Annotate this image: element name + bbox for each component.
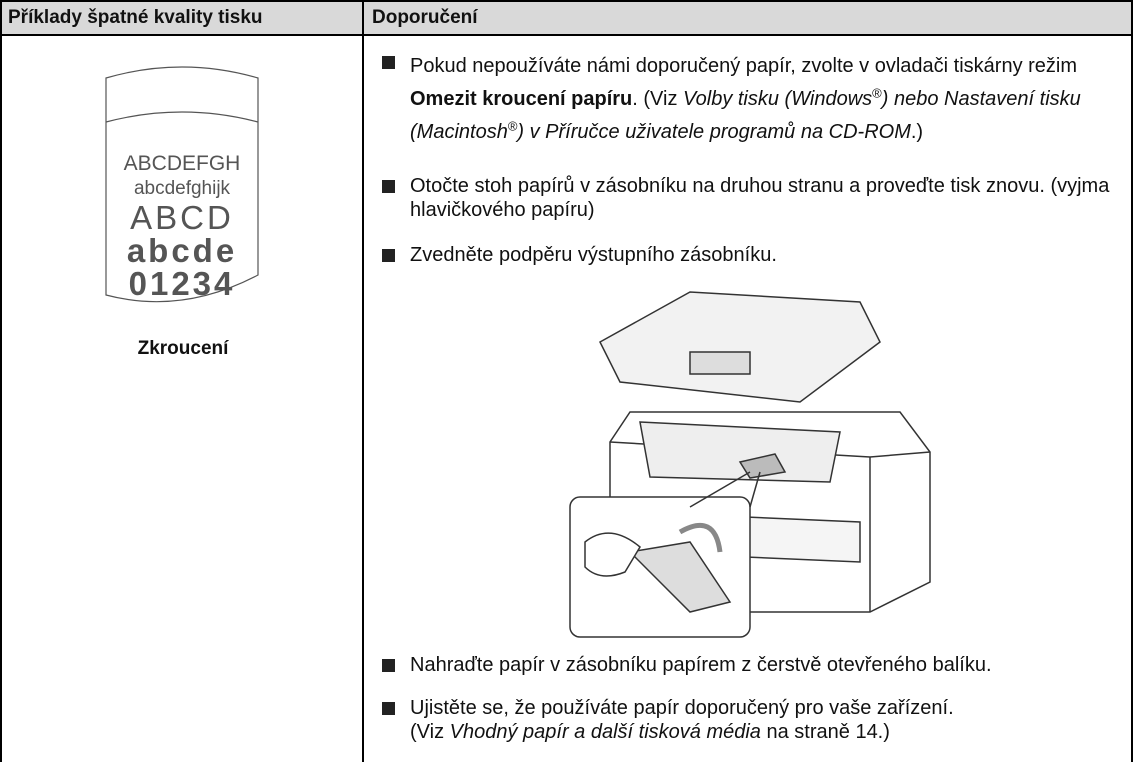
scanner-lid: [599, 291, 881, 403]
superscript: ®: [872, 85, 882, 101]
pointer-line: [749, 471, 761, 508]
text: .): [910, 121, 924, 143]
sample-text: ABCD: [130, 199, 234, 236]
printer-illustration: [569, 291, 931, 638]
header-text: Doporučení: [372, 7, 478, 28]
sample-text: abcdefghijk: [134, 178, 231, 199]
superscript: ®: [507, 118, 518, 134]
text: Nahraďte papír v zásobníku papírem z čer…: [410, 654, 992, 676]
recommendation: Ujistěte se, že používáte papír doporuče…: [382, 696, 1122, 744]
text: Zvedněte podpěru výstupního zásobníku.: [410, 244, 777, 266]
paper-curl: [105, 111, 259, 123]
pointer-line: [689, 471, 751, 508]
recommendation: Nahraďte papír v zásobníku papírem z čer…: [382, 653, 1122, 677]
display: [689, 351, 751, 375]
sample-text: ABCDEFGH: [124, 152, 241, 175]
text: (Viz: [410, 721, 450, 743]
border: [362, 0, 364, 762]
bold-text: Omezit kroucení papíru: [410, 88, 633, 110]
text: Ujistěte se, že používáte papír doporuče…: [410, 697, 954, 719]
arrow: [678, 522, 723, 553]
text: . (Viz: [632, 88, 684, 110]
border: [0, 0, 2, 762]
sample-text: 01234: [129, 265, 236, 302]
italic-text: Volby tisku (Windows: [683, 88, 873, 110]
caption: Zkroucení: [138, 338, 230, 359]
sample-text: abcde: [127, 232, 237, 269]
output-tray: [639, 421, 841, 483]
support-flap: [628, 541, 732, 613]
italic-text: ) nebo Nastavení tisku (Macintosh: [410, 88, 1081, 143]
tray-support: [738, 453, 787, 479]
header-cell: Příklady špatné kvality tisku: [0, 0, 364, 36]
text: na straně 14.): [760, 721, 890, 743]
header-cell: Doporučení: [364, 0, 1133, 36]
text: Otočte stoh papírů v zásobníku na druhou…: [410, 175, 1110, 221]
italic-text: ) v Příručce uživatele programů na CD-RO…: [517, 121, 911, 143]
header-text: Příklady špatné kvality tisku: [8, 7, 263, 28]
printer: [569, 291, 931, 638]
recommendation: Zvedněte podpěru výstupního zásobníku.: [382, 243, 1122, 267]
hand: [584, 532, 641, 577]
text: Pokud nepoužíváte námi doporučený papír,…: [410, 55, 1078, 77]
border: [1131, 0, 1133, 762]
paper: [105, 66, 259, 303]
recommendation: Otočte stoh papírů v zásobníku na druhou…: [382, 174, 1122, 222]
italic-text: Vhodný papír a další tisková média: [449, 721, 761, 743]
curl-sample: ABCDEFGH abcdefghijk ABCD abcde 01234 Zk…: [105, 66, 259, 359]
recommendation: Pokud nepoužíváte námi doporučený papír,…: [382, 50, 1122, 149]
